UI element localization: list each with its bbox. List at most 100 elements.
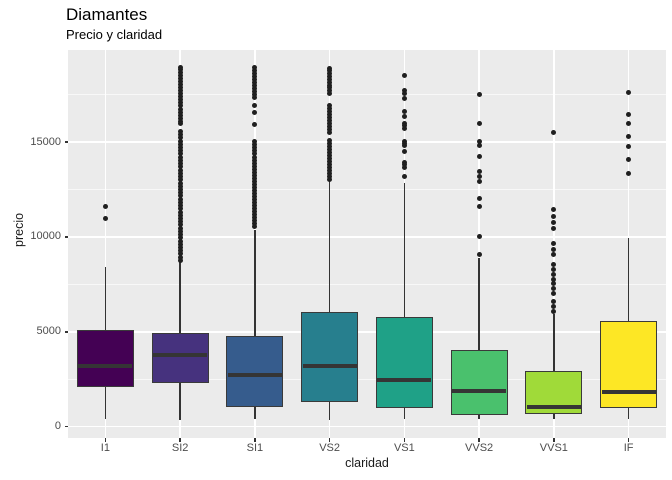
outlier-point (177, 219, 183, 225)
outlier-point (626, 111, 632, 117)
outlier-point (327, 140, 333, 146)
x-tick-label: IF (623, 442, 634, 454)
median-line (302, 363, 357, 368)
x-tick-mark (403, 438, 406, 442)
outlier-point (177, 215, 183, 221)
outlier-point (476, 121, 482, 127)
outlier-point (252, 94, 258, 100)
x-tick-label: SI2 (171, 442, 189, 454)
outlier-point (327, 79, 333, 85)
outlier-point (551, 213, 557, 219)
x-tick-label: VVS1 (539, 442, 568, 454)
outlier-point (177, 251, 183, 257)
outlier-point (327, 85, 333, 91)
outlier-point (401, 159, 407, 165)
outlier-point (177, 109, 183, 115)
outlier-point (252, 190, 258, 196)
outlier-point (177, 132, 183, 138)
y-tick-mark (64, 141, 68, 143)
outlier-point (252, 76, 258, 82)
outlier-point (401, 125, 407, 131)
outlier-point (177, 225, 183, 231)
outlier-point (327, 102, 333, 108)
outlier-point (327, 158, 333, 164)
outlier-point (401, 165, 407, 171)
gridline-major-y (68, 236, 666, 238)
x-tick-mark (254, 438, 256, 442)
outlier-point (401, 73, 407, 79)
outlier-point (252, 218, 258, 224)
outlier-point (177, 70, 183, 76)
outlier-point (626, 170, 632, 176)
x-tick-label: VVS2 (465, 442, 494, 454)
outlier-point (476, 142, 482, 148)
outlier-point (177, 235, 183, 241)
median-line (526, 404, 581, 409)
outlier-point (476, 204, 482, 210)
gridline-minor-y (68, 378, 666, 380)
y-tick-label: 15000 (30, 135, 61, 148)
outlier-point (177, 91, 183, 97)
gridline-minor-y (68, 283, 666, 285)
median-line (227, 373, 282, 378)
outlier-point (252, 79, 258, 85)
outlier-point (327, 105, 333, 111)
outlier-point (476, 91, 482, 97)
outlier-point (177, 85, 183, 91)
outlier-point (327, 71, 333, 77)
x-tick-mark (104, 438, 107, 442)
outlier-point (327, 146, 333, 152)
whisker-lower (179, 382, 181, 420)
gridline-major-y (68, 141, 666, 143)
outlier-point (401, 149, 407, 155)
outlier-point (177, 222, 183, 228)
outlier-point (401, 143, 407, 149)
outlier-point (252, 166, 258, 172)
outlier-point (252, 145, 258, 151)
outlier-point (177, 82, 183, 88)
outlier-point (476, 153, 482, 159)
outlier-point (401, 91, 407, 97)
outlier-point (476, 173, 482, 179)
whisker-lower (627, 407, 630, 419)
outlier-point (327, 65, 333, 71)
outlier-point (252, 224, 258, 230)
boxplot-box-VVS2 (450, 349, 508, 415)
boxplot-box-I1 (76, 330, 134, 387)
outlier-point (476, 251, 482, 257)
chart-subtitle: Precio y claridad (66, 27, 163, 42)
outlier-point (327, 171, 333, 176)
outlier-point (252, 160, 258, 166)
boxplot-box-SI1 (226, 335, 284, 407)
outlier-point (177, 94, 183, 100)
outlier-point (551, 225, 557, 231)
outlier-point (102, 216, 108, 222)
outlier-point (252, 148, 258, 154)
x-tick-mark (553, 438, 555, 442)
whisker-upper (478, 257, 480, 350)
outlier-point (252, 82, 258, 88)
outlier-point (401, 113, 407, 119)
outlier-point (551, 219, 557, 225)
outlier-point (177, 180, 183, 186)
outlier-point (177, 174, 183, 180)
outlier-point (551, 262, 557, 268)
outlier-point (252, 175, 258, 181)
boxplot-box-SI2 (151, 333, 209, 383)
outlier-point (476, 234, 482, 239)
outlier-point (252, 154, 258, 160)
boxplot-box-VS1 (375, 316, 433, 408)
whisker-upper (553, 313, 555, 371)
outlier-point (476, 196, 482, 202)
y-tick-mark (64, 236, 68, 238)
x-tick-mark (478, 438, 480, 442)
outlier-point (551, 129, 557, 135)
outlier-point (327, 137, 333, 143)
outlier-point (177, 64, 183, 70)
outlier-point (252, 197, 258, 202)
x-axis-title: claridad (345, 456, 389, 470)
x-tick-label: VS1 (393, 442, 415, 454)
outlier-point (177, 170, 183, 176)
outlier-point (551, 298, 557, 304)
outlier-point (626, 134, 632, 140)
